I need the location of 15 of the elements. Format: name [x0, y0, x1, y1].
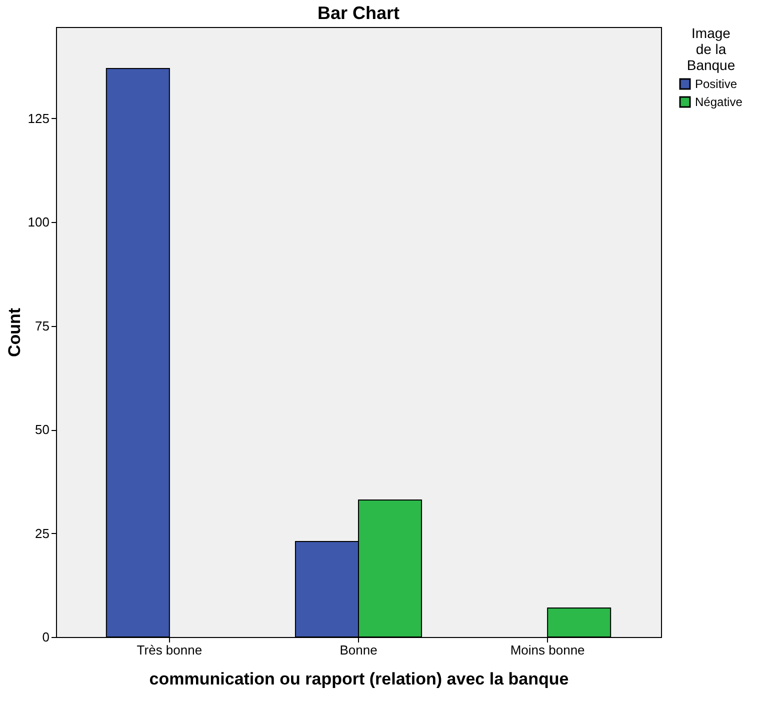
legend-label: Positive: [695, 77, 738, 91]
y-tick-label: 25: [35, 526, 50, 541]
y-tick-label: 50: [35, 422, 50, 438]
x-tick-label: Bonne: [340, 642, 378, 658]
y-tick-label: 0: [42, 630, 50, 644]
chart-title: Bar Chart: [317, 3, 400, 23]
x-tick-label: Moins bonne: [510, 642, 585, 658]
y-tick-label: 75: [35, 318, 50, 334]
x-tick-label: Très bonne: [136, 642, 202, 658]
y-tick-label: 100: [28, 214, 50, 230]
x-axis-title: communication ou rapport (relation) avec la banque: [149, 670, 569, 688]
legend-label: Négative: [695, 95, 743, 109]
y-axis-title: Count: [4, 308, 24, 358]
y-tick-label: 125: [28, 110, 50, 126]
legend-title: Image de la Banque: [686, 25, 736, 73]
